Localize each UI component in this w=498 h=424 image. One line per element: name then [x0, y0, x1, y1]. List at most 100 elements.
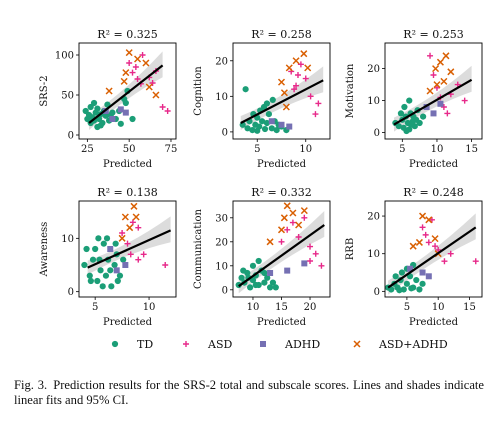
- point-td: [261, 279, 268, 286]
- point-td: [89, 256, 97, 263]
- point-td: [408, 121, 415, 128]
- point-adhd: [107, 246, 114, 252]
- y-tick-label: 0: [222, 285, 228, 296]
- point-asdadhd: [126, 224, 134, 232]
- chart-title: R² = 0.253: [403, 28, 463, 41]
- point-asdadhd: [292, 57, 300, 65]
- point-asdadhd: [283, 202, 291, 210]
- point-td: [416, 286, 423, 293]
- point-asdadhd: [300, 50, 308, 58]
- point-asd: [135, 224, 142, 231]
- caption-text: Prediction results for the SRS-2 total a…: [14, 378, 485, 407]
- x-axis-label: Predicted: [257, 317, 307, 328]
- x-axis-label: Predicted: [103, 317, 153, 328]
- legend-marker-td: [111, 340, 119, 348]
- point-asd: [295, 234, 302, 240]
- point-asd: [441, 258, 448, 265]
- scatter-points: [239, 50, 322, 134]
- y-tick-label: 20: [215, 237, 228, 248]
- point-asdadhd: [304, 64, 312, 72]
- chart-panel-2: 5 10 0 10 20 R² = 0.258 Predicted Cognition: [193, 28, 331, 170]
- point-td: [392, 273, 399, 280]
- point-td: [240, 267, 247, 274]
- y-axis-label: Motivation: [345, 63, 356, 118]
- x-tick-label: 10: [247, 302, 260, 313]
- point-asd: [135, 256, 142, 263]
- point-td: [117, 120, 124, 127]
- x-tick-label: 75: [165, 144, 178, 155]
- point-td: [265, 111, 272, 118]
- scatter-points: [81, 202, 169, 290]
- point-td: [420, 113, 427, 120]
- y-tick-label: 10: [367, 249, 380, 260]
- point-asdadhd: [295, 221, 303, 229]
- x-axis-label: Predicted: [409, 317, 459, 328]
- point-asd: [127, 251, 134, 258]
- point-td: [266, 284, 274, 291]
- point-td: [388, 286, 395, 293]
- point-asdadhd: [134, 55, 142, 63]
- point-asdadhd: [415, 238, 423, 246]
- point-adhd: [419, 269, 426, 276]
- point-asd: [129, 69, 136, 76]
- x-axis-label: Predicted: [257, 159, 307, 170]
- point-asd: [432, 243, 439, 250]
- point-td: [255, 257, 262, 265]
- point-asdadhd: [285, 64, 293, 72]
- fit-line: [238, 224, 325, 288]
- point-asd: [291, 86, 298, 93]
- point-asd: [301, 214, 308, 221]
- x-axis-label: Predicted: [103, 159, 153, 170]
- point-asdadhd: [277, 78, 286, 86]
- point-asdadhd: [282, 103, 290, 111]
- point-asdadhd: [425, 216, 433, 224]
- y-tick-label: 0: [374, 128, 380, 139]
- point-td: [94, 105, 101, 112]
- point-td: [416, 119, 423, 127]
- point-asdadhd: [125, 49, 133, 57]
- point-asd: [430, 72, 437, 78]
- chart-panel-6: 5 10 15 0 10 20 R² = 0.248 Predicted RRB: [345, 186, 483, 328]
- x-tick-label: 5: [92, 302, 98, 313]
- point-adhd: [122, 262, 129, 268]
- point-td: [269, 279, 277, 286]
- y-tick-label: 10: [61, 234, 74, 245]
- x-tick-label: 20: [304, 302, 317, 313]
- ci-band: [240, 66, 324, 130]
- legend-label: ASD+ADHD: [378, 338, 448, 351]
- point-asd: [427, 52, 434, 59]
- fit-line: [240, 79, 324, 124]
- x-tick-label: 5: [399, 144, 405, 155]
- point-asdadhd: [266, 238, 274, 246]
- point-td: [269, 96, 276, 103]
- point-asd: [307, 243, 314, 250]
- point-asd: [425, 239, 432, 246]
- point-td: [403, 280, 411, 287]
- x-tick-label: 25: [81, 144, 94, 155]
- point-td: [413, 276, 420, 284]
- point-td: [238, 274, 245, 281]
- point-td: [129, 115, 136, 123]
- y-tick-label: 20: [367, 212, 380, 223]
- point-td: [87, 277, 94, 285]
- point-td: [244, 125, 251, 132]
- point-td: [111, 261, 118, 269]
- point-asdadhd: [289, 209, 297, 217]
- x-tick-label: 10: [143, 302, 156, 313]
- point-asd: [315, 100, 322, 107]
- y-axis-label: RRB: [345, 238, 356, 260]
- point-asd: [119, 230, 126, 236]
- chart-panel-1: 25 50 75 0 50 100 R² = 0.325 Predicted SRS-2: [39, 28, 177, 170]
- plot-frame: [384, 200, 483, 298]
- point-asd: [312, 111, 319, 118]
- point-td: [97, 267, 104, 274]
- point-adhd: [109, 116, 116, 122]
- point-asdadhd: [130, 202, 138, 210]
- point-td: [81, 261, 88, 269]
- x-tick-label: 50: [123, 144, 136, 155]
- point-td: [396, 287, 403, 294]
- x-tick-label: 10: [432, 302, 445, 313]
- point-asdadhd: [280, 89, 288, 97]
- point-td: [84, 115, 91, 123]
- point-asdadhd: [442, 52, 450, 60]
